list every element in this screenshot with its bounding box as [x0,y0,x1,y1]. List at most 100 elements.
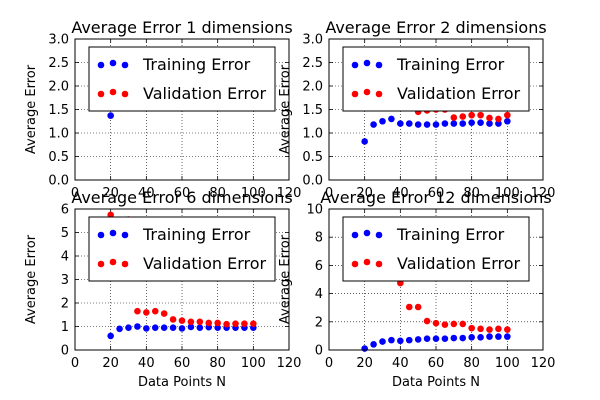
training-error-point [468,119,475,126]
training-error-point [414,121,422,128]
training-error-legend-marker [121,231,129,239]
legend-box [88,216,276,282]
x-tick-label: 60 [174,356,191,371]
chart-title: Average Error 6 dimensions [71,188,292,207]
training-error-point [432,335,440,343]
y-tick-label: 2.0 [302,80,323,95]
training-error-point [107,332,114,340]
training-error-point [468,334,475,341]
training-error-point [486,333,493,340]
legend-label: Training Error [142,225,251,244]
training-error-point [370,121,377,128]
legend-label: Training Error [396,55,505,74]
training-error-point [196,324,204,331]
plot-frame [74,208,290,351]
training-error-legend-marker [351,61,359,69]
x-tick-label: 0 [71,356,79,371]
training-error-legend-marker [351,231,359,239]
validation-error-legend-marker [363,88,371,96]
legend-box [88,46,276,112]
training-error-point [187,323,195,331]
y-tick-label: 0.0 [48,174,69,189]
validation-error-point [232,320,239,327]
training-error-point [405,336,413,344]
training-error-point [370,341,377,348]
training-error-legend-marker [109,229,117,237]
validation-error-legend-marker [351,260,359,268]
y-tick-label: 2.0 [48,80,69,95]
legend-box [342,46,530,112]
y-axis-label: Average Error [278,234,293,324]
training-error-point [116,325,123,333]
x-tick-label: 80 [209,356,226,371]
y-tick-label: 5 [61,226,69,241]
training-error-point [397,120,404,127]
training-error-point [151,324,159,331]
y-tick-label: 10 [306,203,323,218]
validation-error-point [459,320,467,328]
y-axis-label: Average Error [24,64,39,154]
y-tick-label: 4 [61,250,69,265]
validation-error-point [143,309,150,316]
validation-error-point [250,320,257,327]
y-tick-label: 1 [61,320,69,335]
x-tick-label: 40 [392,356,409,371]
training-error-legend-marker [363,59,371,67]
training-error-point [504,117,511,125]
validation-error-point [151,307,159,315]
training-error-point [486,120,493,127]
y-tick-label: 2 [315,315,323,330]
training-error-point [423,335,431,343]
x-tick-label: 0 [71,186,79,201]
x-tick-label: 20 [356,186,373,201]
x-tick-label: 20 [102,356,119,371]
training-error-point [477,334,484,341]
y-tick-label: 0 [61,344,69,359]
x-tick-label: 120 [277,186,302,201]
validation-error-legend-marker [109,258,117,266]
training-error-legend-marker [97,231,105,239]
training-error-point [495,120,502,127]
x-tick-label: 20 [356,356,373,371]
validation-error-point [459,113,467,120]
y-tick-label: 6 [315,259,323,274]
y-tick-label: 0 [315,344,323,359]
chart-title: Average Error 2 dimensions [325,18,546,37]
training-error-legend-marker [363,229,371,237]
y-tick-label: 1.5 [48,103,69,118]
subplot-4: 0 20 40 60 80 100 120 0 2 4 6 8 10 Training Error Vali… [278,188,555,390]
training-error-point [107,112,114,119]
y-tick-label: 2 [61,297,69,312]
validation-error-point [432,319,440,327]
y-axis-label: Average Error [278,64,293,154]
y-tick-label: 1.0 [48,127,69,142]
x-tick-label: 100 [241,356,266,371]
training-error-point [405,120,413,127]
chart-title: Average Error 12 dimensions [320,188,552,207]
validation-error-point [405,303,413,311]
y-tick-label: 6 [61,203,69,218]
training-error-point [143,325,150,332]
legend-label: Validation Error [397,84,521,103]
legend-label: Validation Error [143,84,267,103]
y-tick-label: 2.5 [48,56,69,71]
x-tick-label: 20 [102,186,119,201]
y-tick-label: 8 [315,231,323,246]
validation-error-point [169,316,177,323]
training-error-point [477,119,484,126]
validation-error-point [468,324,475,332]
validation-error-legend-marker [375,90,383,98]
x-tick-label: 120 [531,186,556,201]
x-tick-label: 80 [463,356,480,371]
validation-error-point [495,115,502,123]
validation-error-point [504,326,511,333]
validation-error-legend-marker [121,90,129,98]
validation-error-point [241,320,248,327]
y-tick-label: 3.0 [48,33,69,48]
validation-error-point [160,310,168,317]
validation-error-legend-marker [121,260,129,268]
x-tick-label: 120 [531,356,556,371]
validation-error-point [477,325,484,333]
training-error-legend-marker [121,61,129,69]
